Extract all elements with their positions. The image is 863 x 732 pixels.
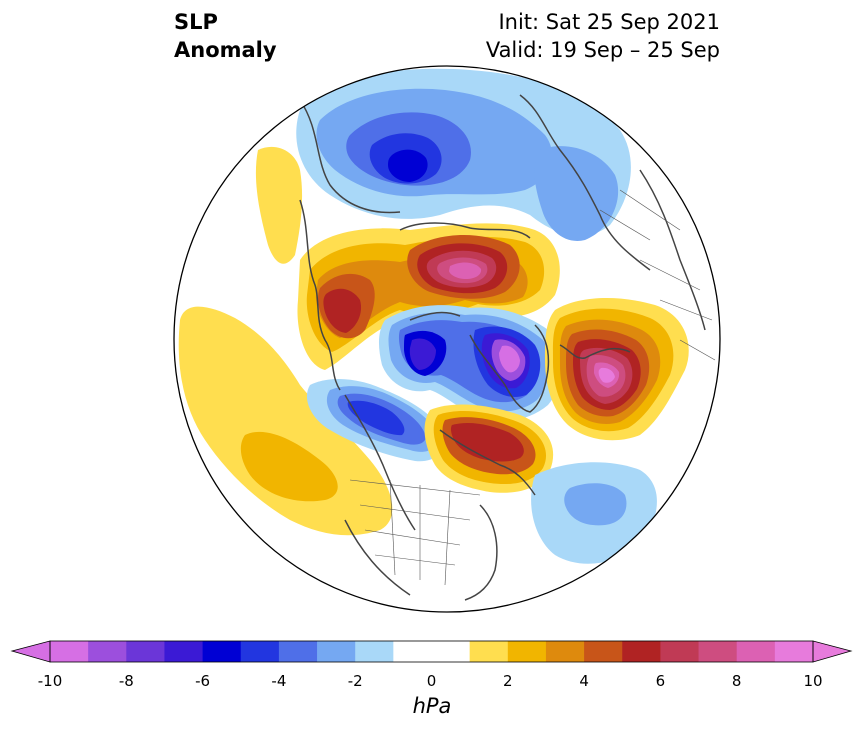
colorbar-cell	[355, 641, 394, 662]
colorbar-cell	[698, 641, 738, 662]
title-line-1: SLP	[174, 10, 218, 34]
colorbar-tick-label: -4	[271, 672, 287, 690]
anomaly-field	[174, 66, 720, 612]
title-line-2: Anomaly	[174, 38, 277, 62]
colorbar-tick-label: -10	[37, 672, 63, 690]
colorbar-unit: hPa	[412, 694, 452, 718]
colorbar-tick-label: 10	[803, 672, 823, 690]
colorbar-cell	[736, 641, 776, 662]
coastlines	[299, 94, 706, 601]
colorbar	[10, 640, 853, 663]
colorbar-tick-label: 4	[579, 672, 589, 690]
colorbar-cells	[50, 641, 814, 662]
valid-range: Valid: 19 Sep – 25 Sep	[485, 38, 720, 62]
colorbar-cell	[774, 641, 814, 662]
colorbar-cell	[622, 641, 661, 662]
valid-info: Init: Sat 25 Sep 2021 Valid: 19 Sep – 25…	[486, 8, 720, 64]
colorbar-cell	[202, 641, 242, 662]
colorbar-tick-label: -6	[195, 672, 211, 690]
colorbar-tick-label: 2	[503, 672, 513, 690]
colorbar-cell	[126, 641, 165, 662]
colorbar-cell	[393, 641, 432, 662]
polar-map	[173, 65, 721, 613]
colorbar-cell	[507, 641, 547, 662]
colorbar-cell	[278, 641, 318, 662]
anomaly-positive-pacific	[178, 306, 393, 536]
colorbar-cell	[164, 641, 204, 662]
colorbar-cell	[545, 641, 585, 662]
colorbar-tick-label: -8	[118, 672, 134, 690]
chart-title: SLP Anomaly	[174, 8, 277, 64]
map-boundary	[173, 65, 721, 613]
colorbar-tick-label: -2	[347, 672, 363, 690]
colorbar-cell	[660, 641, 700, 662]
colorbar-cell	[584, 641, 623, 662]
colorbar-tick-label: 0	[426, 672, 437, 690]
colorbar-cell	[88, 641, 127, 662]
colorbar-tick-label: 8	[731, 672, 742, 690]
colorbar-cell	[317, 641, 356, 662]
init-time: Init: Sat 25 Sep 2021	[498, 10, 720, 34]
colorbar-cell	[240, 641, 280, 662]
colorbar-outline	[49, 640, 814, 663]
colorbar-cell	[50, 641, 89, 662]
colorbar-tick-label: 6	[655, 672, 666, 690]
borders	[349, 189, 716, 586]
colorbar-cell	[431, 641, 471, 662]
anomaly-positive-pacific-core	[240, 431, 338, 502]
colorbar-cell	[469, 641, 509, 662]
colorbar-extend-min	[10, 640, 51, 663]
colorbar-extend-max	[812, 640, 853, 663]
